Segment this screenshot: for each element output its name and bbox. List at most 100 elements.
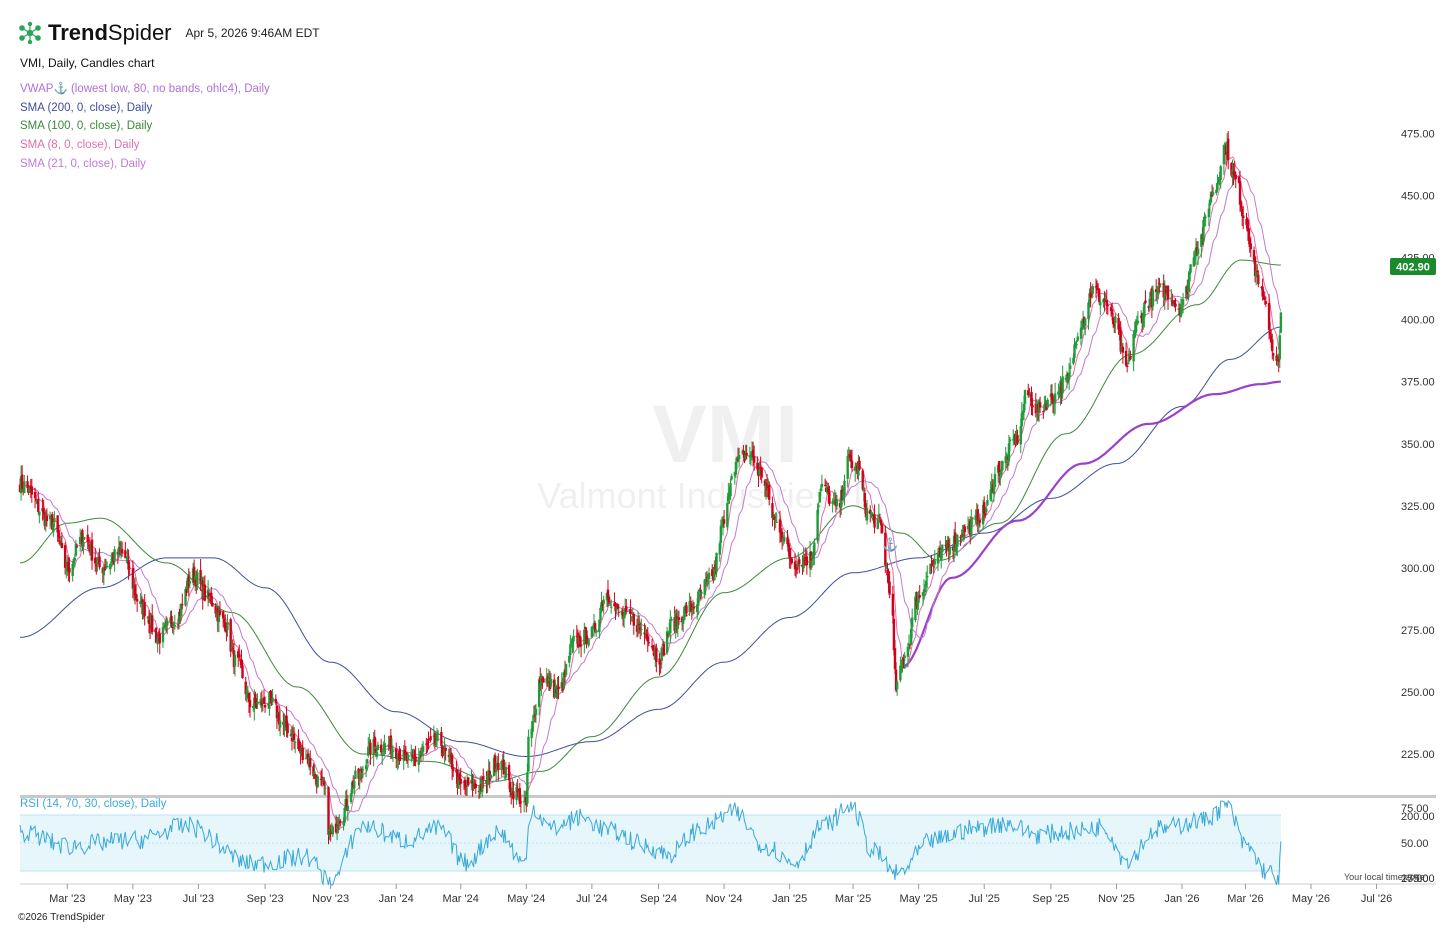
candle-body [557, 686, 560, 690]
sma-200-line [20, 326, 1281, 757]
legend-sma-21[interactable]: SMA (21, 0, close), Daily [20, 157, 146, 170]
candle-body [658, 658, 661, 665]
candle-body [127, 560, 130, 570]
candle-body [1163, 285, 1166, 301]
candle-body [23, 481, 26, 494]
candle-body [1187, 280, 1190, 293]
candle-body [28, 487, 31, 493]
candle-body [268, 693, 271, 709]
watermark-company: Valmont Industries, I [537, 475, 862, 516]
candle-body [878, 517, 882, 519]
candle-body [196, 572, 199, 586]
candle-body [418, 754, 422, 758]
candle-body [231, 648, 235, 650]
candle-body [861, 470, 864, 490]
candle-body [629, 608, 632, 614]
candle-body [894, 669, 898, 691]
candle-body [1007, 443, 1011, 462]
candle-body [361, 769, 365, 771]
candle-body [486, 775, 489, 785]
legend-vwap[interactable]: VWAP⚓ (lowest low, 80, no bands, ohlc4),… [20, 83, 270, 95]
candle-body [1043, 404, 1046, 411]
candle-body [752, 455, 756, 463]
candle-body [665, 631, 669, 653]
candle-body [981, 504, 985, 525]
candle-body [1106, 305, 1110, 307]
candle-body [879, 519, 883, 526]
candle-body [96, 562, 99, 565]
candle-body [199, 570, 202, 585]
candle-body [395, 748, 398, 759]
candle-body [244, 681, 247, 695]
candle-body [262, 697, 266, 704]
candle-body [224, 622, 227, 632]
candle-body [1207, 208, 1211, 218]
candle-body [805, 556, 809, 566]
candle-body [790, 558, 793, 564]
candle-body [869, 509, 872, 514]
candle-body [886, 569, 889, 576]
x-tick-label: Nov '24 [706, 893, 743, 905]
candle-body [803, 559, 806, 561]
candle-body [697, 591, 700, 607]
candle-body [1076, 336, 1079, 341]
candle-body [384, 745, 387, 748]
candle-body [1053, 393, 1057, 404]
candle-body [992, 486, 996, 495]
candle-body [1238, 181, 1242, 205]
vwap-anchor-icon[interactable]: ⚓ [882, 537, 898, 552]
candle-body [963, 526, 967, 533]
candle-body [616, 604, 619, 609]
candle-body [1217, 180, 1220, 185]
candle-body [703, 579, 706, 595]
candle-body [1234, 174, 1237, 180]
x-tick-label: Nov '25 [1098, 893, 1135, 905]
candle-body [763, 480, 767, 487]
candle-body [526, 772, 529, 804]
candle-body [364, 765, 368, 770]
candle-body [1124, 350, 1128, 366]
candle-body [260, 700, 264, 706]
candle-body [1051, 397, 1055, 404]
candle-body [1200, 234, 1203, 247]
x-tick-label: Mar '23 [49, 893, 85, 905]
pane-separator[interactable] [20, 795, 1436, 798]
candle-body [1133, 329, 1136, 338]
candle-body [1170, 298, 1173, 300]
candle-body [1249, 243, 1252, 250]
candle-body [105, 565, 109, 567]
candle-body [530, 728, 533, 739]
candle-body [229, 619, 232, 652]
legend-sma-100[interactable]: SMA (100, 0, close), Daily [20, 120, 153, 133]
candle-body [1179, 309, 1183, 318]
last-price-badge [1390, 258, 1436, 275]
legend-sma-200[interactable]: SMA (200, 0, close), Daily [20, 101, 153, 114]
candle-body [888, 581, 891, 595]
candle-body [1113, 323, 1116, 327]
candle-body [113, 549, 116, 561]
candle-body [399, 757, 402, 760]
candle-body [481, 779, 484, 793]
candle-body [319, 778, 323, 780]
candle-body [482, 776, 485, 780]
candle-body [42, 508, 45, 514]
legend-sma-8[interactable]: SMA (8, 0, close), Daily [20, 139, 140, 152]
candle-body [410, 753, 413, 755]
candle-body [1263, 297, 1266, 299]
candle-body [1087, 302, 1090, 320]
candle-body [873, 514, 876, 528]
candle-body [615, 606, 618, 611]
candle-body [323, 781, 326, 786]
candle-body [599, 607, 602, 620]
candle-body [1114, 316, 1117, 324]
candle-body [983, 502, 986, 514]
rsi-label[interactable]: RSI (14, 70, 30, close), Daily [20, 798, 167, 810]
y-tick-label: 225.00 [1401, 749, 1435, 761]
candle-body [1143, 302, 1146, 318]
candle-body [780, 531, 784, 539]
candle-body [1219, 166, 1222, 181]
candle-body [230, 647, 233, 649]
candle-body [353, 781, 356, 789]
candle-body [1067, 372, 1071, 380]
